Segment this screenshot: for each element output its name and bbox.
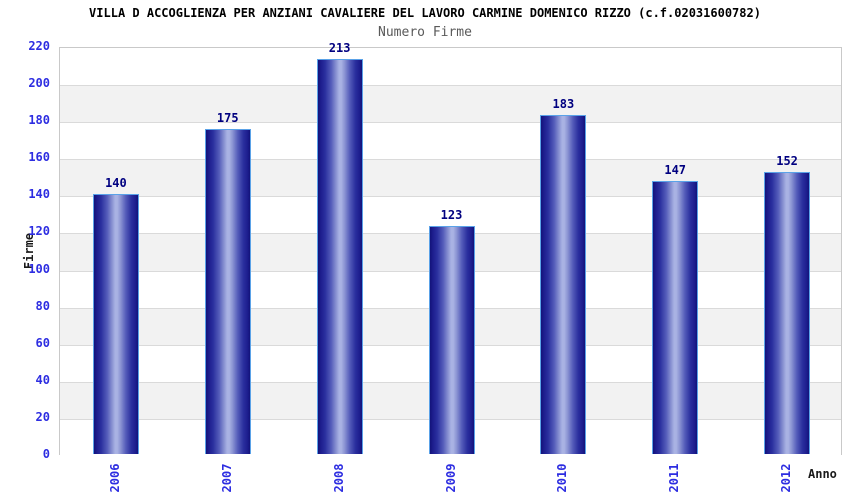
y-axis-title: Firme <box>22 232 36 270</box>
bar-value-label: 140 <box>105 176 127 190</box>
y-tick-label: 200 <box>28 76 50 91</box>
plot-band <box>60 159 841 197</box>
x-tick-label: 2012 <box>779 463 794 493</box>
bar-value-label: 123 <box>440 208 463 222</box>
bar-2006 <box>93 194 139 454</box>
plot-band <box>60 85 841 123</box>
bar-2012 <box>764 172 810 454</box>
x-axis-title: Anno <box>808 467 837 481</box>
x-tick-label: 2006 <box>107 463 122 493</box>
bar-value-label: 147 <box>664 163 687 177</box>
x-tick-label: 2009 <box>443 463 458 493</box>
y-tick-label: 220 <box>28 39 50 53</box>
bar-2010 <box>540 115 586 454</box>
y-tick-label: 140 <box>28 187 50 202</box>
bar-value-label: 175 <box>216 111 239 125</box>
x-tick-label: 2010 <box>555 463 570 493</box>
bar-2007 <box>205 129 251 454</box>
y-tick-label: 80 <box>35 298 50 313</box>
y-tick-label: 100 <box>28 261 50 276</box>
x-tick-label: 2011 <box>667 463 682 493</box>
bar-value-label: 183 <box>552 97 575 111</box>
bar-value-label: 213 <box>328 41 351 55</box>
y-tick-label: 60 <box>35 335 50 350</box>
y-tick-label: 120 <box>28 224 50 239</box>
plot-band <box>60 122 841 160</box>
y-tick-label: 0 <box>42 447 50 461</box>
x-tick-label: 2007 <box>219 463 234 493</box>
bar-2011 <box>652 181 698 454</box>
bar-value-label: 152 <box>776 154 798 168</box>
chart-subtitle: Numero Firme <box>378 25 472 40</box>
y-tick-label: 40 <box>35 372 50 387</box>
y-tick-label: 180 <box>28 113 50 128</box>
plot-band <box>60 48 841 86</box>
bar-2008 <box>317 59 363 454</box>
bar-2009 <box>429 226 475 454</box>
y-tick-label: 20 <box>35 409 50 424</box>
chart-title: VILLA D ACCOGLIENZA PER ANZIANI CAVALIER… <box>89 6 761 20</box>
x-tick-label: 2008 <box>331 463 346 493</box>
plot-area: 140 175 213 123 183 147 152 <box>59 41 842 456</box>
y-tick-label: 160 <box>28 150 50 165</box>
